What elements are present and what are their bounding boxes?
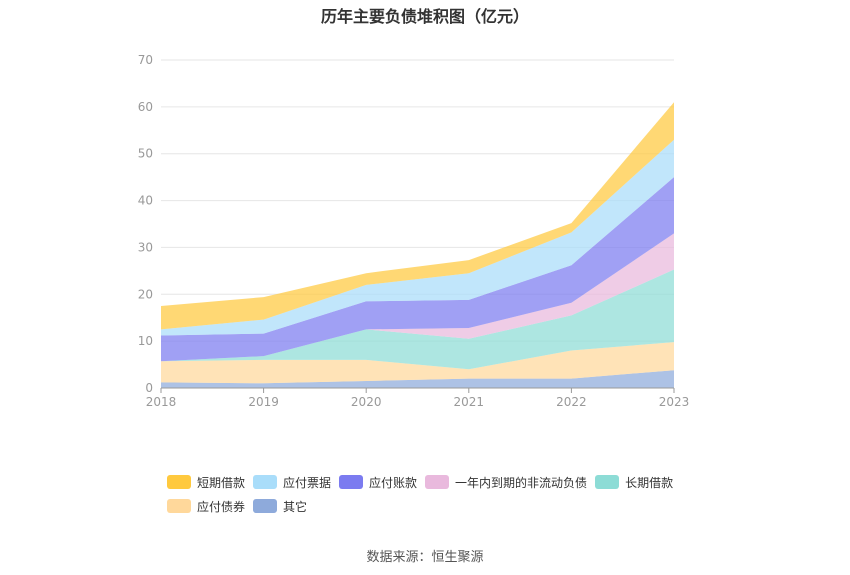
legend-item[interactable]: 应付票据	[253, 473, 331, 491]
legend-label: 应付票据	[283, 475, 332, 490]
legend-swatch	[339, 475, 364, 489]
y-tick-label: 70	[138, 53, 153, 67]
legend-item[interactable]: 一年内到期的非流动负债	[425, 473, 587, 491]
area-短期借款	[161, 102, 674, 330]
y-tick-label: 60	[138, 100, 153, 114]
y-tick-label: 50	[138, 147, 153, 161]
y-tick-label: 40	[138, 194, 153, 208]
legend-item[interactable]: 短期借款	[167, 473, 245, 491]
legend-swatch	[167, 499, 191, 513]
legend-swatch	[595, 475, 620, 489]
x-tick-label: 2018	[146, 395, 177, 409]
legend-item[interactable]: 其它	[253, 497, 307, 515]
y-tick-label: 20	[138, 287, 153, 301]
y-tick-label: 10	[138, 334, 153, 348]
legend-label: 一年内到期的非流动负债	[455, 475, 588, 490]
chart-legend: 短期借款 应付票据 应付账款 一年内到期的非流动负债 长期借款应付债券 其它	[167, 473, 727, 521]
x-tick-label: 2022	[556, 395, 587, 409]
legend-label: 应付债券	[197, 499, 246, 514]
legend-label: 应付账款	[369, 475, 418, 490]
y-tick-label: 30	[138, 240, 153, 254]
legend-label: 长期借款	[625, 475, 674, 490]
area-应付账款	[161, 177, 674, 362]
area-应付票据	[161, 139, 674, 336]
stacked-area-chart: 0 10 20 30 40 50 60 70 2018 2019 2020 2021 2022 2023	[138, 53, 690, 409]
legend-swatch	[253, 499, 278, 513]
area-其它	[161, 370, 674, 388]
legend-item[interactable]: 应付债券	[167, 497, 245, 515]
legend-swatch	[167, 475, 191, 489]
y-tick-label: 0	[145, 381, 153, 395]
legend-swatch	[253, 475, 278, 489]
data-source: 数据来源：恒生聚源	[366, 550, 484, 565]
x-tick-label: 2021	[454, 395, 485, 409]
legend-label: 其它	[283, 499, 308, 514]
chart-title: 历年主要负债堆积图（亿元）	[320, 7, 529, 26]
x-tick-label: 2020	[351, 395, 382, 409]
legend-swatch	[425, 475, 450, 489]
legend-item[interactable]: 应付账款	[339, 473, 417, 491]
area-应付债券	[161, 342, 674, 384]
area-长期借款	[161, 269, 674, 370]
legend-item[interactable]: 长期借款	[595, 473, 673, 491]
legend-label: 短期借款	[197, 475, 246, 490]
x-tick-label: 2019	[248, 395, 279, 409]
x-tick-label: 2023	[659, 395, 690, 409]
